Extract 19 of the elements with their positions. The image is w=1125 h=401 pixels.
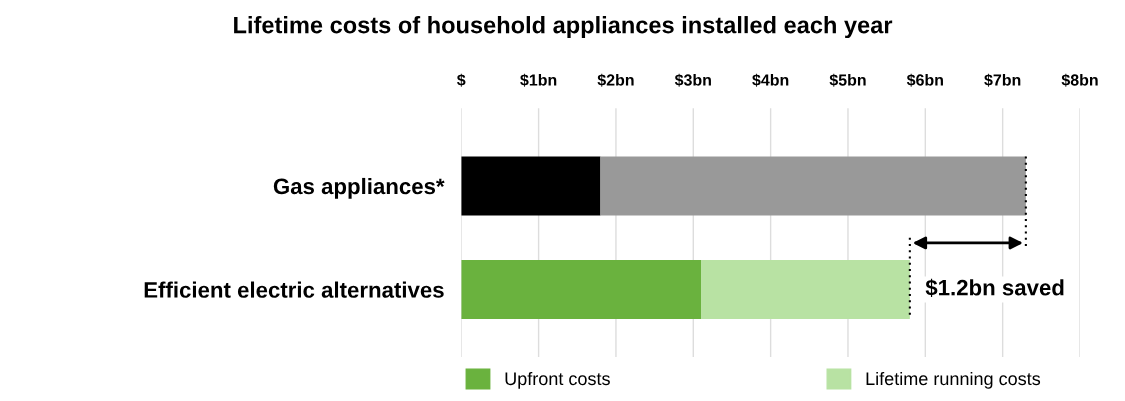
bar xyxy=(600,156,1026,216)
bar xyxy=(701,260,910,320)
x-tick-label: $8bn xyxy=(1061,73,1098,87)
legend-label: Lifetime running costs xyxy=(866,371,1041,389)
x-tick-label: $3bn xyxy=(674,73,711,87)
x-tick-label: $ xyxy=(457,73,466,87)
bar xyxy=(461,260,702,320)
y-tick-label: Efficient electric alternatives xyxy=(144,281,444,298)
x-tick-label: $1bn xyxy=(520,73,557,87)
chart-title: Lifetime costs of household appliances installed each year xyxy=(234,16,893,39)
bar xyxy=(461,156,601,216)
legend-label: Upfront costs xyxy=(505,371,610,389)
y-tick-label: Gas appliances* xyxy=(273,177,445,199)
annotation: $1.2bn saved xyxy=(925,278,1064,297)
x-tick-label: $4bn xyxy=(752,73,789,87)
x-tick-label: $7bn xyxy=(984,73,1021,87)
x-tick-label: $2bn xyxy=(597,73,634,87)
x-tick-label: $5bn xyxy=(829,73,866,87)
x-tick-label: $6bn xyxy=(906,73,943,87)
